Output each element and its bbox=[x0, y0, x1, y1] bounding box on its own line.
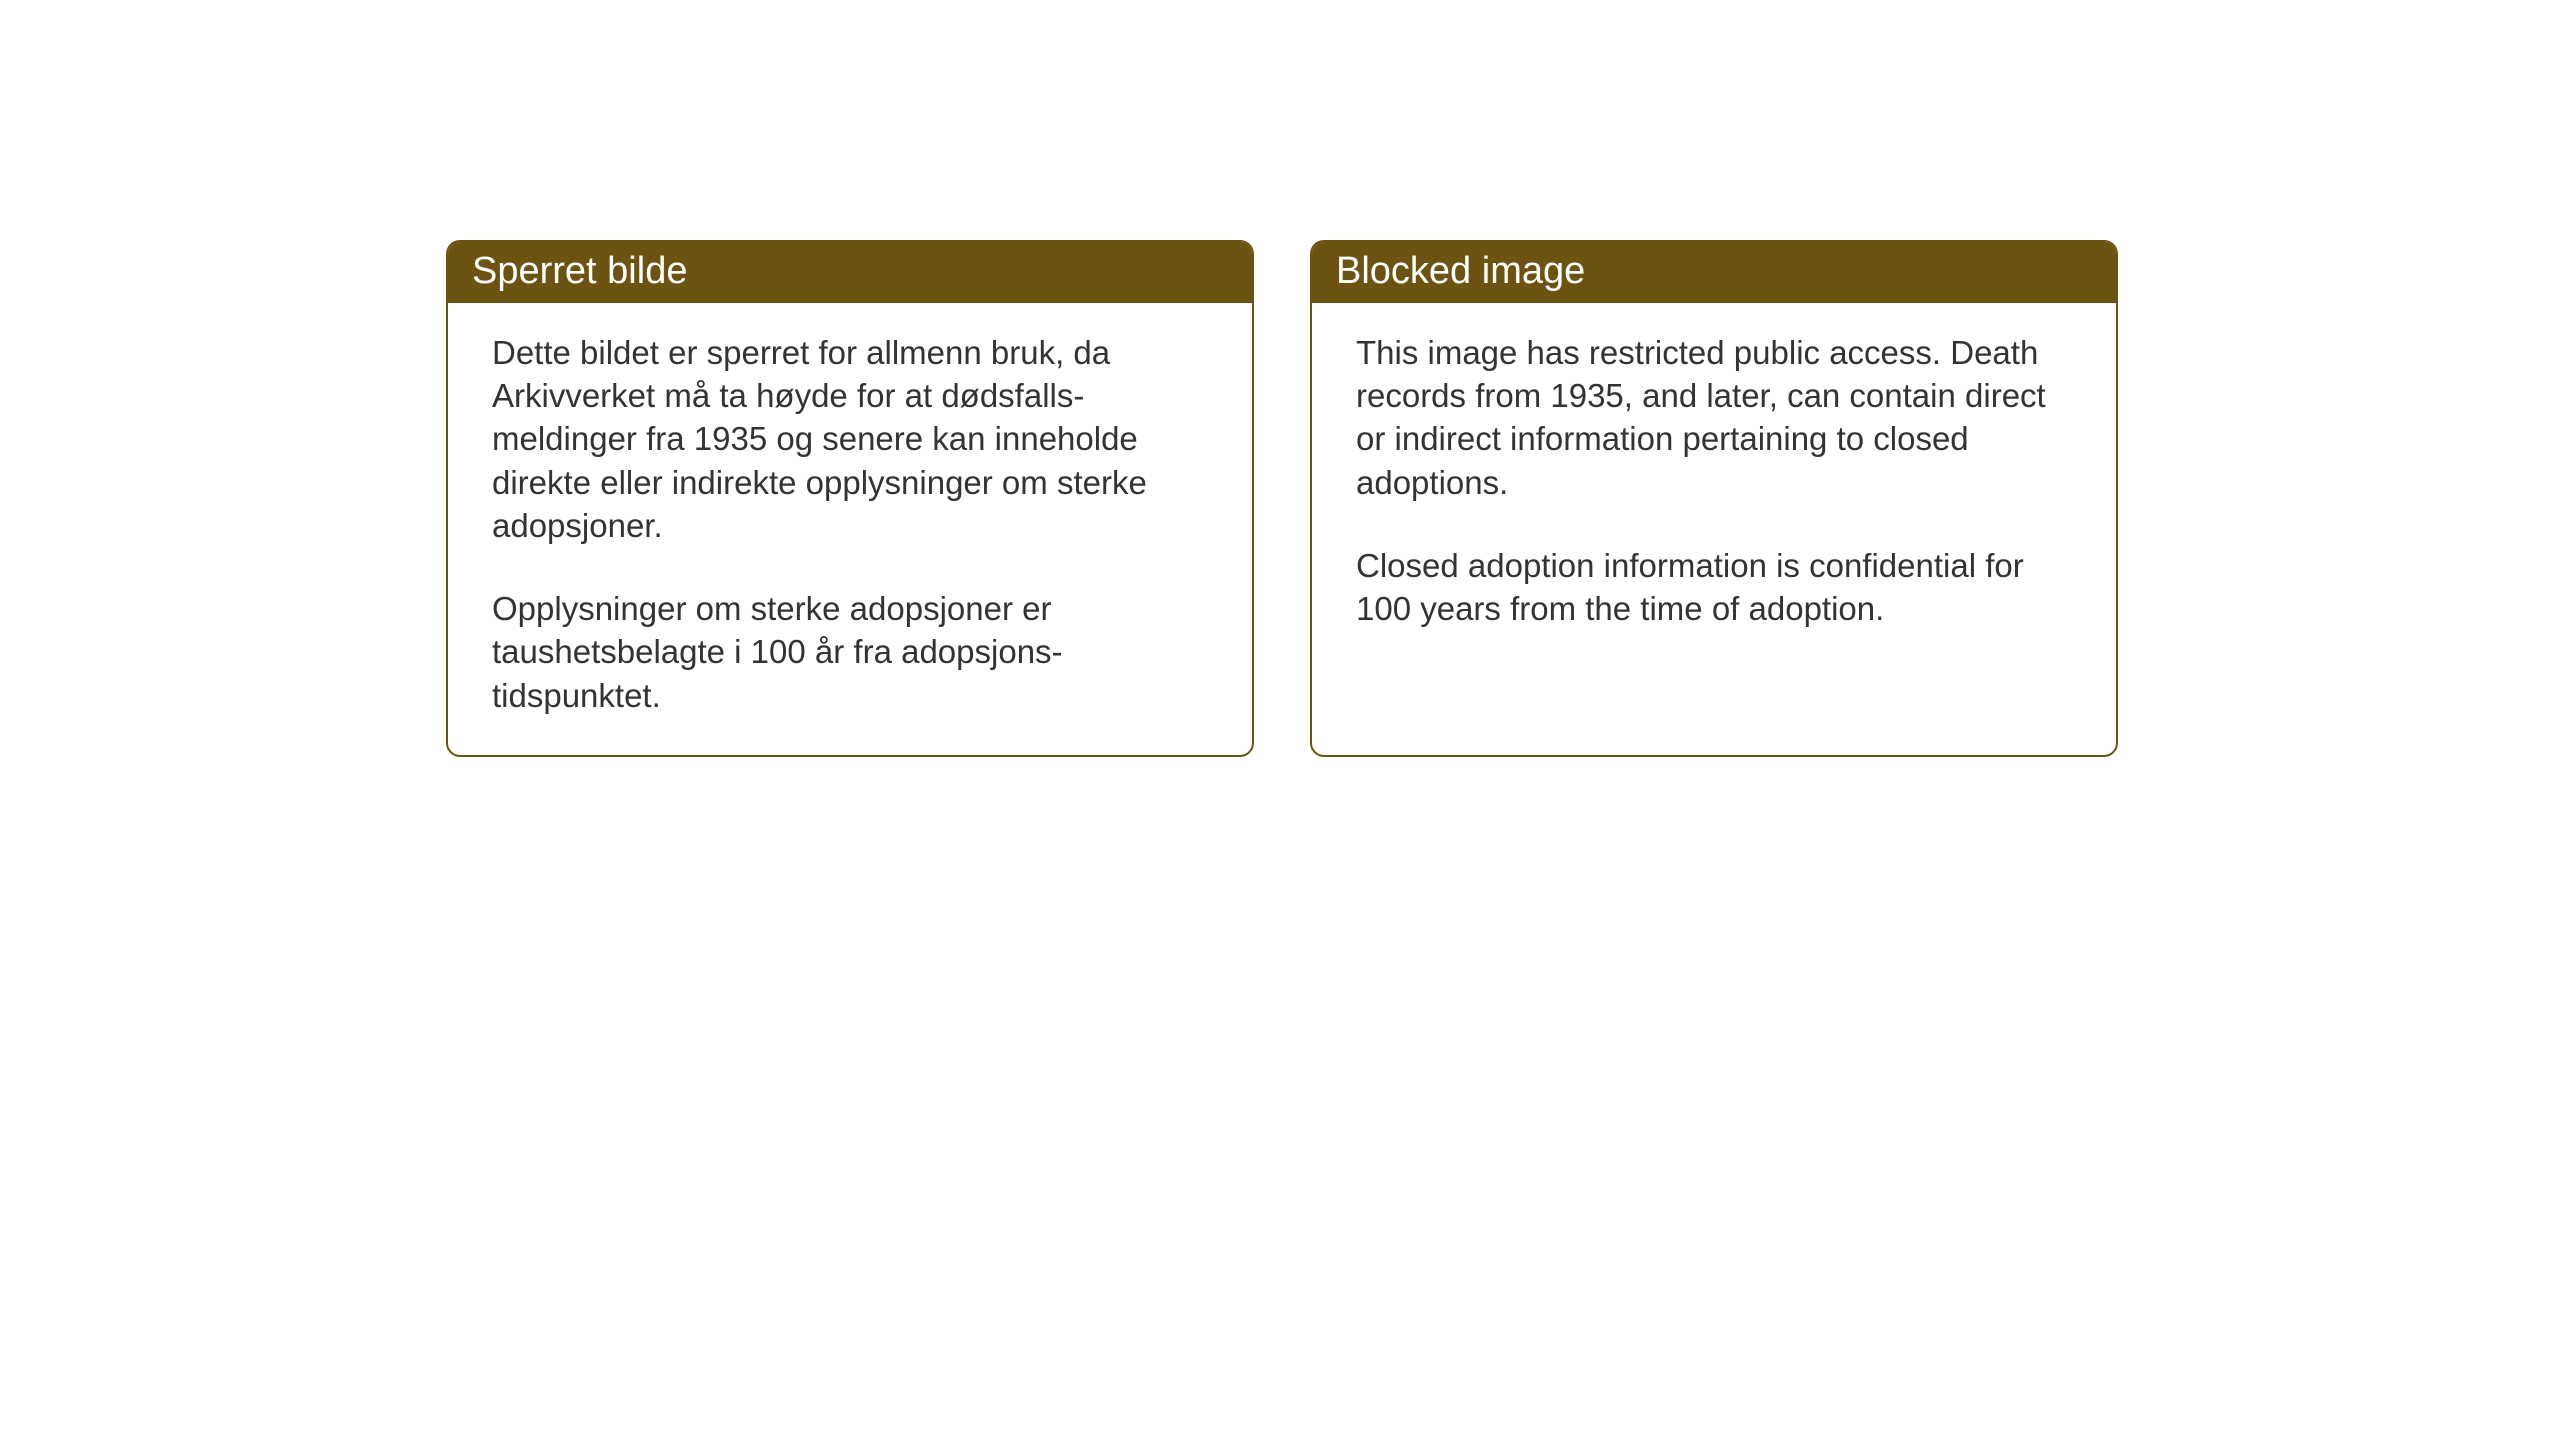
body-paragraph: Opplysninger om sterke adopsjoner er tau… bbox=[492, 587, 1208, 717]
blocked-image-card-norwegian: Sperret bilde Dette bildet er sperret fo… bbox=[446, 240, 1254, 757]
body-paragraph: This image has restricted public access.… bbox=[1356, 331, 2072, 504]
card-header-english: Blocked image bbox=[1312, 242, 2116, 303]
body-paragraph: Dette bildet er sperret for allmenn bruk… bbox=[492, 331, 1208, 547]
body-paragraph: Closed adoption information is confident… bbox=[1356, 544, 2072, 630]
card-body-norwegian: Dette bildet er sperret for allmenn bruk… bbox=[448, 303, 1252, 755]
card-header-norwegian: Sperret bilde bbox=[448, 242, 1252, 303]
blocked-image-card-english: Blocked image This image has restricted … bbox=[1310, 240, 2118, 757]
notice-container: Sperret bilde Dette bildet er sperret fo… bbox=[0, 0, 2560, 757]
card-body-english: This image has restricted public access.… bbox=[1312, 303, 2116, 668]
